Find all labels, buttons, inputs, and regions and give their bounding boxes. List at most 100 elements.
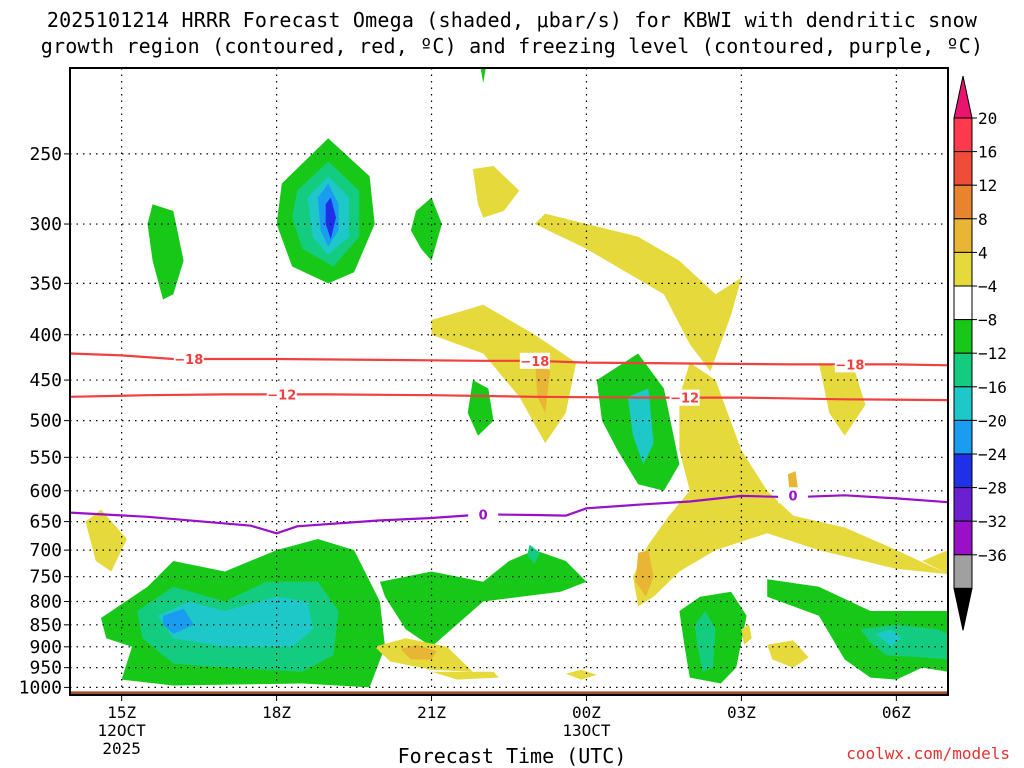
y-tick-label-1000: 1000: [19, 677, 62, 698]
omega-region-yellow-720-right: [922, 550, 948, 575]
terrain-layer: [71, 691, 947, 695]
omega-region-green-720-mid: [379, 550, 587, 647]
x-tick-date-15Z: 12OCT: [98, 721, 147, 740]
chart-title-line2: growth region (contoured, red, ºC) and f…: [40, 34, 984, 58]
contour-label-dgz-minus18-2: −18: [835, 358, 864, 373]
y-axis: 2503003504004505005506006507007508008509…: [19, 144, 70, 698]
y-tick-label-700: 700: [29, 540, 62, 561]
omega-region-yellow-270: [472, 166, 520, 218]
omega-region-yellow-380: [431, 304, 577, 444]
x-tick-year-15Z: 2025: [102, 739, 141, 758]
colorbar-swatch-7: [953, 352, 973, 388]
x-tick-label-03Z: 03Z: [727, 703, 756, 722]
contour-label-dgz-minus12-0: −12: [267, 388, 296, 403]
colorbar-label-2: 12: [978, 176, 997, 195]
contour-layer: −18 −18 −18 −12 −12 0 0: [70, 350, 948, 535]
colorbar-swatch-1: [953, 151, 973, 186]
contour-label-bg-dgz-minus12-1: [669, 389, 700, 406]
colorbar-label-5: −4: [978, 277, 997, 296]
x-tick-label-00Z: 00Z: [572, 703, 601, 722]
y-tick-label-300: 300: [29, 214, 62, 235]
y-tick-label-800: 800: [29, 592, 62, 613]
y-tick-label-750: 750: [29, 567, 62, 588]
omega-region-yellow-970b: [565, 669, 597, 680]
omega-region-green-470: [467, 380, 494, 436]
y-tick-label-450: 450: [29, 370, 62, 391]
omega-region-orange-450: [534, 358, 551, 413]
y-tick-label-900: 900: [29, 637, 62, 658]
colorbar-swatch-6: [953, 319, 973, 354]
y-tick-label-850: 850: [29, 615, 62, 636]
colorbar-swatch-13: [953, 554, 973, 589]
x-tick-label-21Z: 21Z: [417, 703, 446, 722]
colorbar-swatch-12: [953, 520, 973, 556]
x-tick-label-06Z: 06Z: [882, 703, 911, 722]
omega-region-green-300-left: [147, 204, 184, 300]
contour-label-bg-freezing-level-1: [778, 487, 809, 504]
colorbar-label-6: −8: [978, 311, 997, 330]
omega-region-orange-900: [400, 644, 437, 660]
omega-region-yellow-970: [431, 671, 499, 680]
contour-label-bg-dgz-minus18-2: [834, 356, 865, 373]
contour-label-freezing-level-0: 0: [479, 508, 488, 523]
y-tick-label-500: 500: [29, 411, 62, 432]
colorbar-label-9: −20: [978, 411, 1007, 430]
y-tick-label-550: 550: [29, 447, 62, 468]
y-tick-label-250: 250: [29, 144, 62, 165]
x-axis-title: Forecast Time (UTC): [397, 744, 627, 768]
omega-region-cyan-860-right: [875, 629, 902, 647]
colorbar-swatch-2: [953, 184, 973, 220]
omega-region-green-top: [480, 68, 486, 84]
y-tick-label-600: 600: [29, 481, 62, 502]
colorbar-swatch-3: [953, 218, 973, 253]
colorbar-swatch-0: [953, 117, 973, 153]
chart-title-line1: 2025101214 HRRR Forecast Omega (shaded, …: [46, 8, 978, 32]
contour-label-bg-freezing-level-0: [468, 506, 499, 523]
colorbar-label-10: −24: [978, 445, 1007, 464]
site-credit[interactable]: coolwx.com/models: [846, 744, 1010, 763]
y-tick-label-400: 400: [29, 325, 62, 346]
omega-region-orange-720: [635, 550, 654, 597]
colorbar-swatch-11: [953, 487, 973, 522]
colorbar-top-arrow: [953, 75, 973, 119]
colorbar-label-3: 8: [978, 210, 988, 229]
colorbar-swatch-9: [953, 419, 973, 455]
contour-label-freezing-level-1: 0: [789, 489, 798, 504]
y-tick-label-350: 350: [29, 273, 62, 294]
plot-frame: [69, 67, 949, 696]
omega-region-dblue-300-mid: [325, 197, 336, 240]
colorbar-label-4: 4: [978, 243, 988, 262]
colorbar: 20 16 12 8 4 −4 −8 −12 −16 −20 −24 −28 −32 −36: [953, 75, 1007, 631]
contour-dgz-minus18: [70, 352, 948, 367]
omega-region-yellow-690-left: [85, 509, 127, 572]
contour-label-dgz-minus18-1: −18: [520, 355, 549, 370]
contour-label-dgz-minus12-1: −12: [670, 392, 699, 407]
omega-region-teal-550: [627, 388, 654, 465]
colorbar-label-13: −36: [978, 546, 1007, 565]
x-tick-date-00Z: 13OCT: [562, 721, 611, 740]
colorbar-label-12: −32: [978, 512, 1007, 531]
colorbar-bottom-arrow: [953, 587, 973, 631]
omega-region-green-300-21z: [410, 197, 442, 261]
colorbar-label-11: −28: [978, 479, 1007, 498]
omega-region-blue-800-big: [163, 608, 194, 634]
colorbar-swatch-4: [953, 251, 973, 287]
colorbar-label-7: −12: [978, 344, 1007, 363]
y-tick-label-650: 650: [29, 512, 62, 533]
colorbar-label-0: 20: [978, 109, 997, 128]
omega-region-cyan-800-big: [157, 596, 313, 647]
colorbar-swatch-5: [953, 285, 973, 321]
y-tick-label-950: 950: [29, 658, 62, 679]
contour-label-bg-dgz-minus18-0: [173, 350, 204, 367]
colorbar-label-8: −16: [978, 378, 1007, 397]
contour-label-bg-dgz-minus12-0: [266, 386, 297, 403]
omega-shading-layer: [85, 68, 948, 688]
contour-dgz-minus12: [70, 393, 948, 402]
grid-layer: [70, 68, 948, 695]
omega-region-teal-700-mid: [527, 544, 540, 564]
omega-region-yellow-920: [767, 640, 809, 668]
x-tick-label-18Z: 18Z: [262, 703, 291, 722]
colorbar-label-1: 16: [978, 143, 997, 162]
